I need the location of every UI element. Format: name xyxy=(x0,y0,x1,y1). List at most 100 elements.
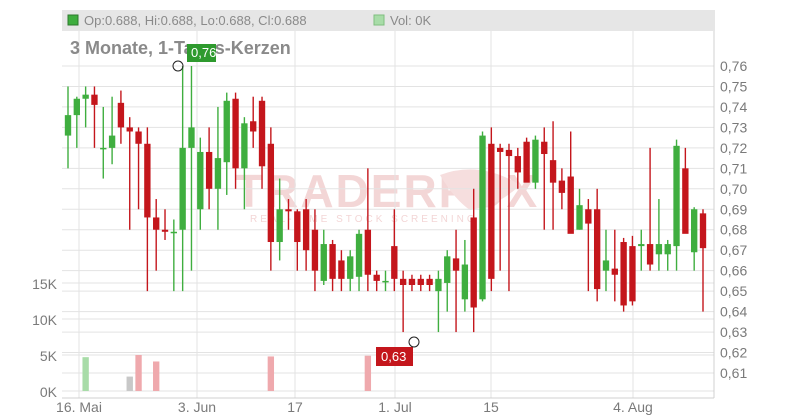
price-tick-label: 0,61 xyxy=(720,365,747,381)
axis-labels: 0,76 0,75 0,74 0,73 0,72 0,71 0,70 0,69 0,68 0,67… xyxy=(32,58,747,415)
candle-body xyxy=(373,274,380,281)
candle-body xyxy=(417,278,424,285)
candle-body xyxy=(179,147,186,230)
ohlc-legend-text: Op:0.688, Hi:0.688, Lo:0.688, Cl:0.688 xyxy=(84,13,307,28)
candlesticks xyxy=(64,66,707,333)
volume-legend-swatch xyxy=(373,14,385,26)
candle-body xyxy=(223,100,230,163)
volume-tick-label: 0K xyxy=(40,384,58,400)
candle-body xyxy=(347,256,354,279)
candle-body xyxy=(541,141,548,155)
candle-body xyxy=(461,264,469,300)
candle-body xyxy=(567,176,574,234)
candle-body xyxy=(241,123,248,169)
candle-body xyxy=(514,156,521,173)
price-tick-label: 0,70 xyxy=(720,181,747,197)
high-label-text: 0,76 xyxy=(191,45,216,60)
price-tick-label: 0,74 xyxy=(720,99,747,115)
date-tick-label: 15 xyxy=(483,399,499,415)
price-tick-label: 0,65 xyxy=(720,283,747,299)
candle-body xyxy=(532,139,539,183)
candle-body xyxy=(311,229,319,271)
candle-body xyxy=(214,158,222,189)
price-tick-label: 0,76 xyxy=(720,58,747,74)
date-tick-label: 16. Mai xyxy=(56,399,102,415)
candle-body xyxy=(108,135,116,148)
price-tick-label: 0,72 xyxy=(720,140,747,156)
date-tick-label: 1. Jul xyxy=(378,399,411,415)
candle-body xyxy=(276,209,283,243)
volume-tick-label: 10K xyxy=(32,312,58,328)
candle-body xyxy=(329,244,336,279)
candle-body xyxy=(188,127,195,148)
watermark-subtext: REAL-TIME STOCK SCREENING xyxy=(250,214,478,225)
low-callout: 0,63 xyxy=(376,336,420,366)
candle-body xyxy=(444,256,451,283)
candle-body xyxy=(399,278,407,285)
candle-body xyxy=(382,280,389,283)
date-tick-label: 3. Jun xyxy=(178,399,216,415)
chart-subtitle: 3 Monate, 1-Tages-Kerzen xyxy=(70,38,291,58)
volume-bar xyxy=(135,355,142,391)
volume-bar xyxy=(267,356,275,391)
volume-bar xyxy=(126,376,133,391)
candle-body xyxy=(479,135,486,300)
candle-body xyxy=(646,244,654,265)
price-tick-label: 0,62 xyxy=(720,345,747,361)
candle-body xyxy=(197,151,204,210)
ohlc-legend-swatch xyxy=(67,14,79,26)
candle-body xyxy=(673,145,680,247)
low-label-text: 0,63 xyxy=(381,349,406,364)
candle-body xyxy=(699,213,707,249)
low-marker xyxy=(408,336,420,348)
candle-body xyxy=(585,209,592,224)
candle-body xyxy=(558,180,566,193)
candle-body xyxy=(364,229,372,275)
candle-body xyxy=(523,141,530,183)
candle-body xyxy=(691,209,698,253)
date-tick-label: 17 xyxy=(287,399,303,415)
price-tick-label: 0,75 xyxy=(720,78,747,94)
candle-body xyxy=(505,149,513,157)
high-marker xyxy=(172,60,184,72)
price-tick-label: 0,69 xyxy=(720,201,747,217)
candle-body xyxy=(117,102,125,128)
date-tick-label: 4. Aug xyxy=(613,399,653,415)
candle-body xyxy=(285,209,292,212)
candle-body xyxy=(126,127,133,132)
volume-bar xyxy=(153,361,160,391)
price-tick-label: 0,67 xyxy=(720,242,747,258)
candle-body xyxy=(408,278,416,285)
volume-tick-label: 5K xyxy=(40,348,58,364)
candle-body xyxy=(426,278,433,285)
candle-body xyxy=(232,98,239,169)
price-tick-label: 0,71 xyxy=(720,160,747,176)
price-tick-label: 0,73 xyxy=(720,119,747,135)
candle-body xyxy=(602,260,610,271)
candle-body xyxy=(250,121,257,132)
candle-body xyxy=(488,143,495,279)
volume-bar xyxy=(364,355,372,391)
candle-body xyxy=(135,131,142,144)
candle-body xyxy=(64,115,72,136)
candle-body xyxy=(593,209,601,290)
candle-body xyxy=(620,242,627,306)
candle-body xyxy=(391,246,398,279)
candle-body xyxy=(320,244,327,281)
candle-body xyxy=(549,160,557,183)
volume-legend-text: Vol: 0K xyxy=(390,13,432,28)
candle-body xyxy=(611,268,618,275)
candle-body xyxy=(655,244,663,255)
candle-body xyxy=(338,260,345,279)
candle-body xyxy=(496,147,504,152)
candle-body xyxy=(682,168,689,234)
candle-body xyxy=(144,143,151,218)
candle-body xyxy=(470,217,477,308)
candle-body xyxy=(170,231,178,234)
candle-body xyxy=(302,209,310,251)
candle-body xyxy=(452,258,460,271)
candle-body xyxy=(638,244,645,247)
candle-body xyxy=(91,94,98,105)
candle-body xyxy=(664,244,671,255)
